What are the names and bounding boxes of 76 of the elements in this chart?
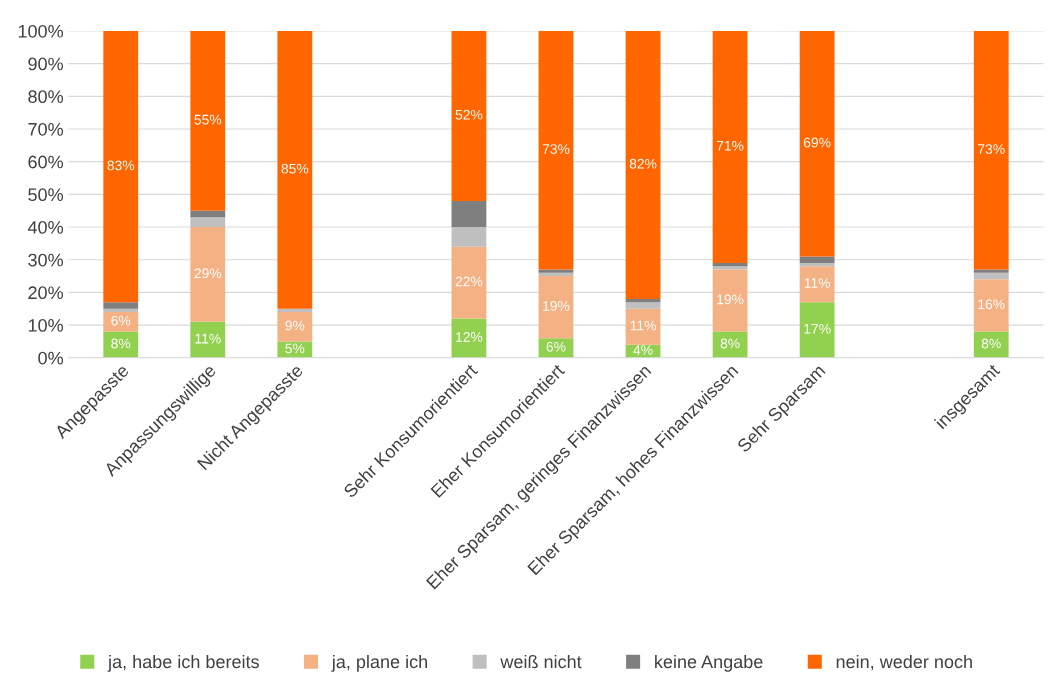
bar	[625, 302, 661, 309]
bar	[973, 279, 1009, 332]
y-tick-label: 10%	[28, 319, 64, 332]
data-label: 82%	[629, 158, 657, 169]
bar	[973, 269, 1009, 273]
y-tick-label: 20%	[28, 286, 64, 300]
bar	[103, 312, 139, 332]
y-tick-label: 90%	[28, 57, 64, 71]
data-label: 19%	[543, 301, 570, 311]
bar	[712, 30, 748, 263]
bar	[799, 302, 835, 358]
bar	[103, 302, 139, 309]
data-label: 16%	[978, 299, 1005, 310]
bar	[799, 30, 835, 257]
bar	[712, 269, 748, 332]
data-label: 8%	[720, 338, 740, 349]
bar	[277, 308, 313, 313]
bar	[451, 200, 487, 228]
bar	[451, 246, 487, 319]
data-label: 4%	[633, 345, 653, 355]
legend-label: ja, plane ich	[331, 654, 427, 672]
y-tick-label: 80%	[28, 90, 64, 104]
bar	[451, 30, 487, 201]
y-tick-label: 40%	[27, 220, 64, 234]
bar	[277, 312, 313, 342]
data-label: 8%	[981, 338, 1001, 349]
y-tick-label: 70%	[28, 122, 64, 136]
bar	[973, 30, 1009, 270]
bar	[973, 331, 1009, 358]
bar	[799, 266, 835, 303]
data-label: 52%	[455, 109, 483, 120]
bar	[277, 30, 313, 309]
bar	[103, 30, 139, 303]
data-label: 69%	[803, 137, 831, 148]
y-tick-label: 60%	[28, 155, 64, 169]
data-label: 71%	[716, 140, 744, 151]
y-tick-label: 100%	[18, 24, 64, 38]
data-label: 11%	[630, 320, 656, 331]
y-tick-label: 0%	[38, 351, 64, 365]
data-label: 73%	[978, 144, 1005, 154]
data-label: 8%	[111, 338, 131, 349]
legend-label: keine Angabe	[655, 654, 763, 672]
data-label: 22%	[455, 276, 483, 287]
data-label: 83%	[107, 160, 135, 171]
data-label: 12%	[456, 332, 483, 342]
data-label: 29%	[194, 268, 222, 279]
data-label: 11%	[804, 278, 831, 288]
data-label: 5%	[285, 343, 305, 354]
legend-label: weiß nicht	[500, 654, 582, 669]
data-label: 17%	[804, 323, 831, 334]
data-label: 85%	[281, 163, 309, 174]
bar	[451, 227, 487, 247]
bar	[625, 308, 661, 345]
data-label: 55%	[194, 114, 222, 125]
data-label: 11%	[195, 333, 221, 344]
bar	[190, 321, 226, 358]
bar	[190, 217, 226, 228]
data-label: 6%	[111, 315, 131, 326]
legend-label: nein, weder noch	[836, 654, 972, 671]
data-label: 19%	[717, 294, 744, 305]
bar	[538, 276, 574, 339]
data-label: 73%	[542, 144, 570, 154]
bar	[799, 262, 835, 267]
bar	[190, 227, 226, 322]
bar	[973, 272, 1009, 280]
y-tick-label: 30%	[28, 253, 64, 267]
bar	[799, 256, 835, 263]
data-label: 9%	[285, 320, 305, 331]
bar	[625, 30, 661, 299]
bar	[103, 308, 139, 313]
legend-label: ja, habe ich bereits	[107, 654, 259, 672]
bar	[538, 30, 574, 270]
bar	[190, 30, 226, 211]
y-tick-label: 50%	[28, 188, 64, 202]
bar	[190, 210, 226, 218]
data-label: 6%	[546, 341, 566, 352]
